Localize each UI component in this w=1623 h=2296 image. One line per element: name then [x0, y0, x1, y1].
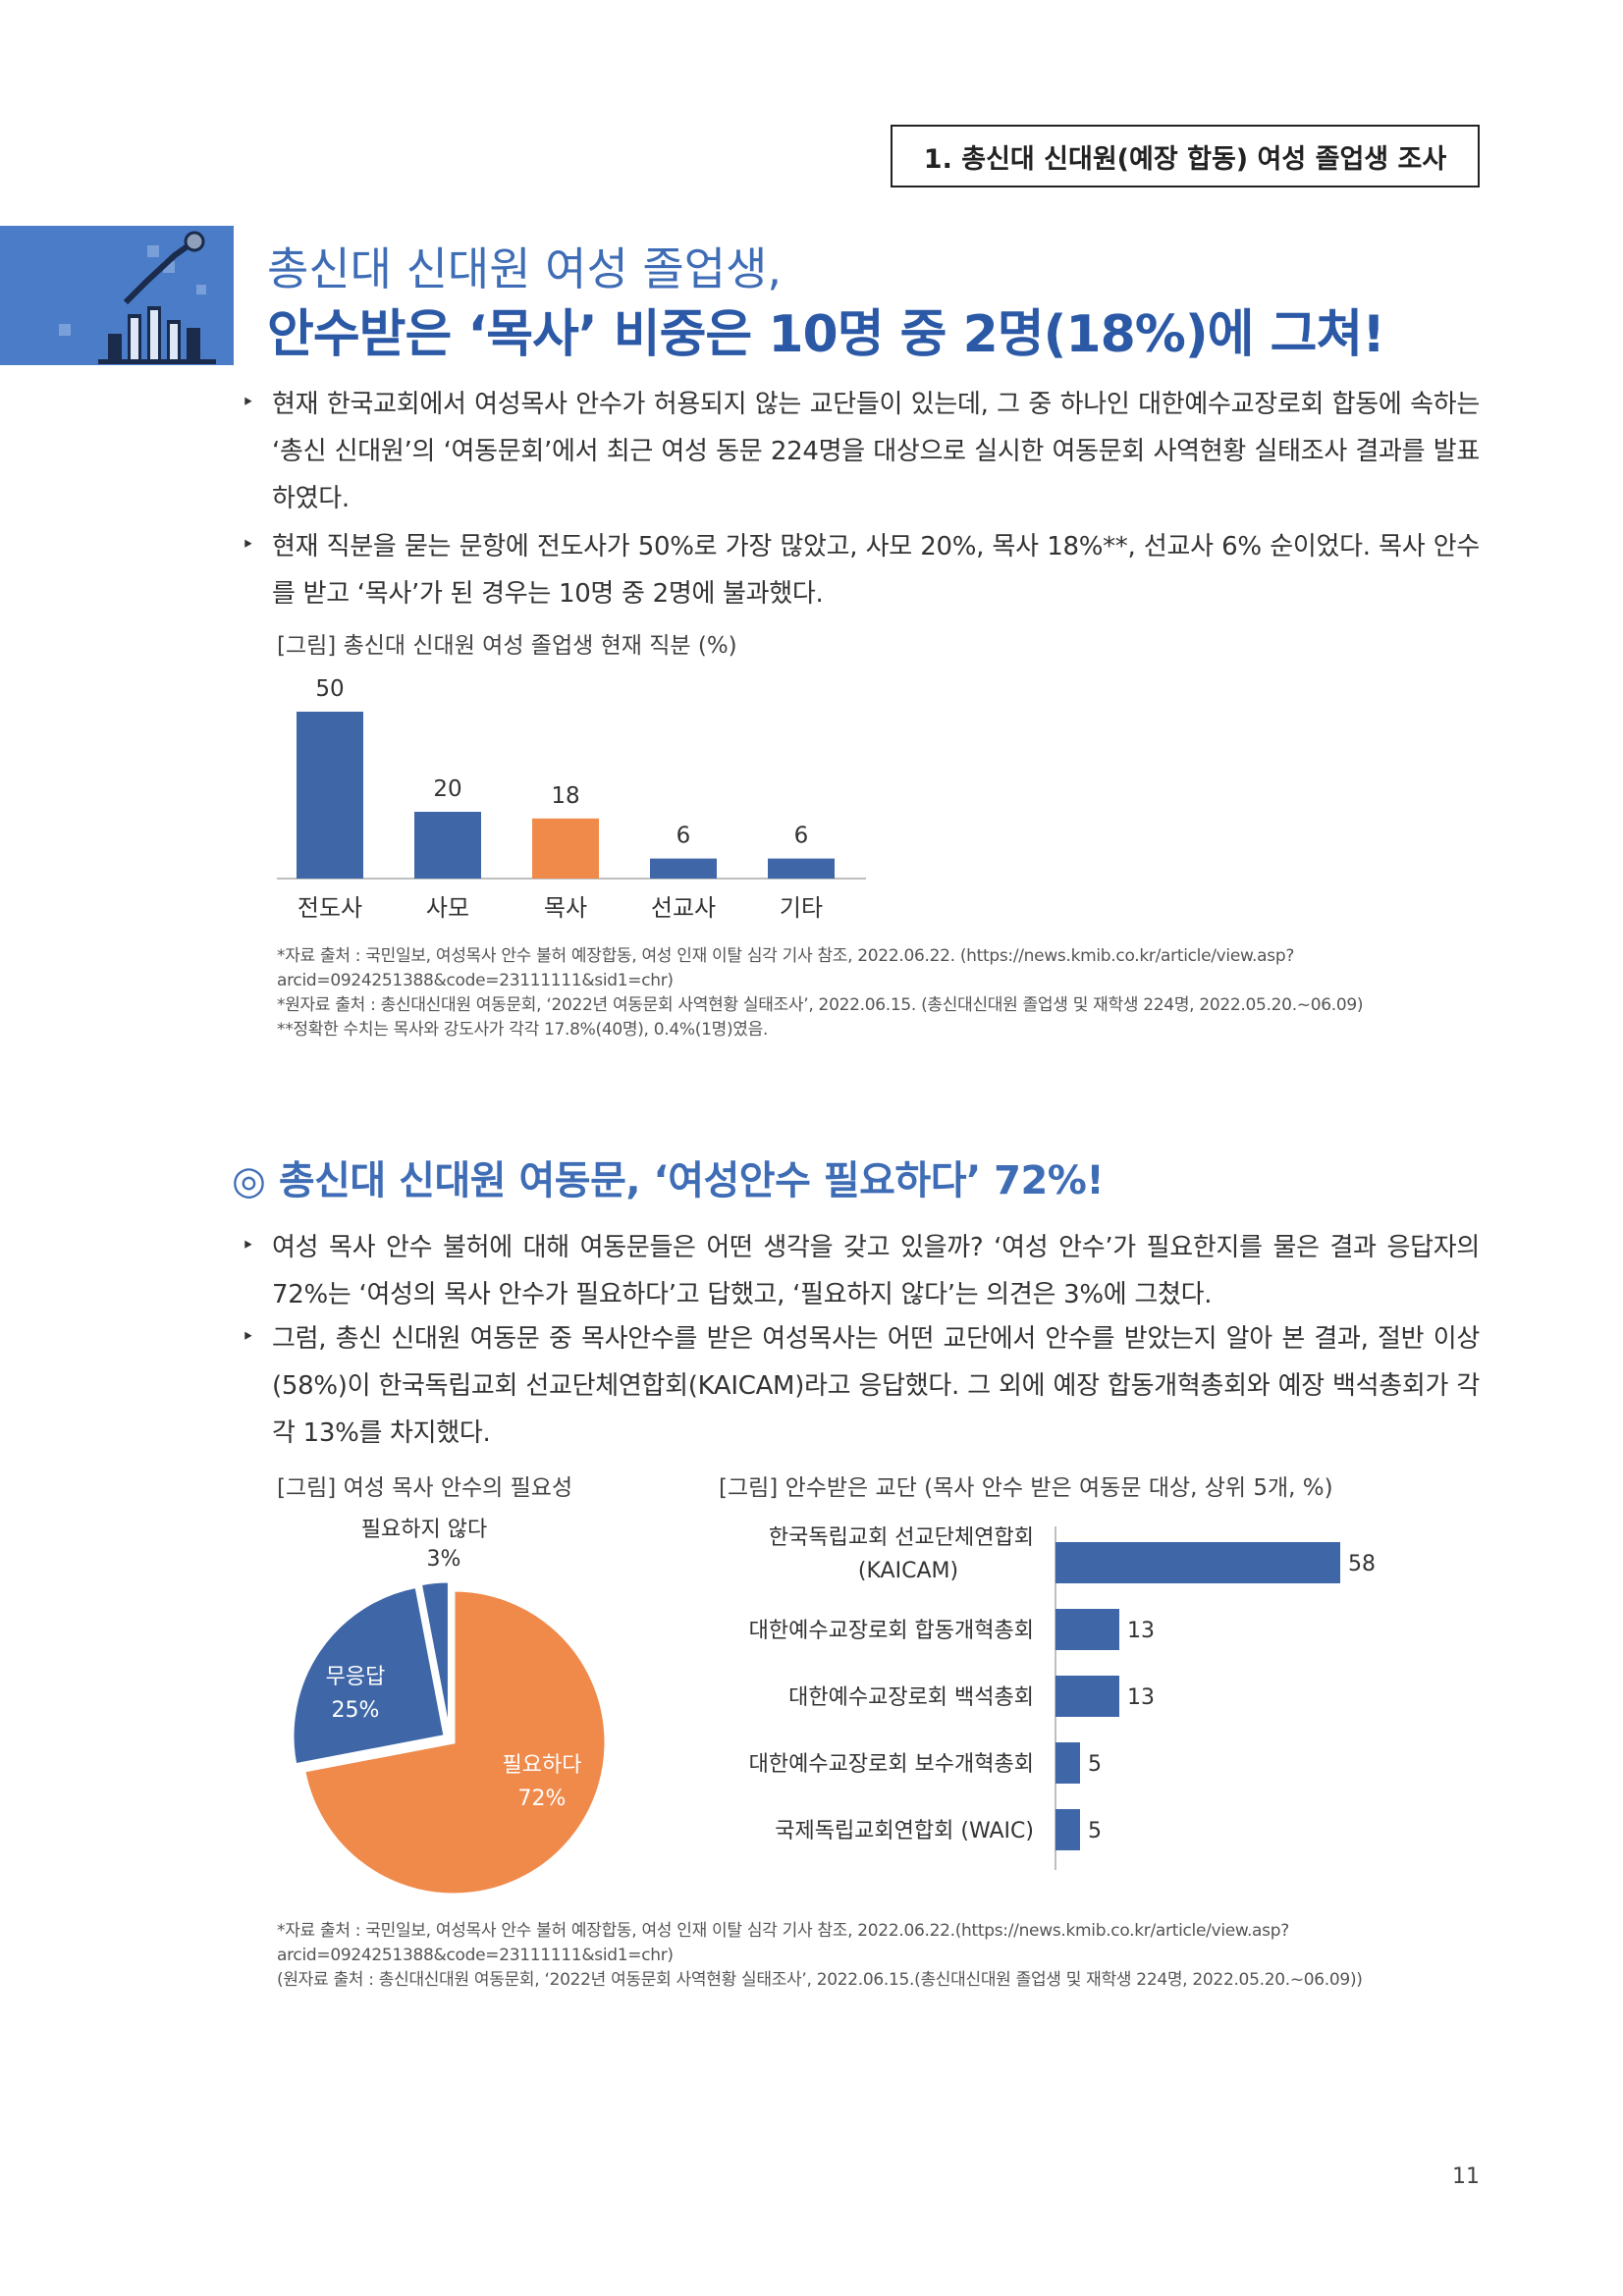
pie-slice [301, 1588, 608, 1896]
bar-value-label: 13 [1127, 1619, 1155, 1643]
bar-value-label: 6 [794, 824, 809, 849]
bar [1055, 1542, 1340, 1583]
ordination-need-pie-chart: 필요하다 72% 무응답 25% 필요하지 않다 3% [291, 1518, 608, 1896]
bullet-glyph: ‣ [242, 1325, 254, 1350]
category-label: 기타 [780, 894, 823, 922]
category-label: 국제독립교회연합회 (WAIC) [775, 1819, 1034, 1843]
bar-value-label: 50 [315, 676, 344, 702]
bar-value-label: 18 [551, 783, 579, 809]
bar [1055, 1742, 1080, 1784]
pie-slice [291, 1584, 447, 1767]
hero-title-line1: 총신대 신대원 여성 졸업생, [267, 242, 783, 295]
source-note: arcid=0924251388&code=23111111&sid1=chr) [277, 971, 674, 990]
pie-slice-value: 3% [427, 1547, 461, 1572]
source-note: *자료 출처 : 국민일보, 여성목사 안수 불허 예장합동, 여성 인재 이탈… [277, 1921, 1289, 1941]
section-header-box: 1. 총신대 신대원(예장 합동) 여성 졸업생 조사 [891, 125, 1480, 187]
category-label: 전도사 [298, 894, 362, 922]
paragraph-4: 그럼, 총신 신대원 여동문 중 목사안수를 받은 여성목사는 어떤 교단에서 … [272, 1324, 1480, 1448]
section-title: ◎ 총신대 신대원 여동문, ‘여성안수 필요하다’ 72%! [232, 1158, 1105, 1203]
bar [768, 858, 835, 879]
pie-slice-label: 무응답 [326, 1665, 386, 1689]
bullet-glyph: ‣ [242, 1234, 254, 1258]
position-bar-chart: 50 전도사 20 사모 18 목사 6 선교사 6 기타 [277, 676, 866, 922]
bar [1055, 1609, 1119, 1650]
source-note: (원자료 출처 : 총신대신대원 여동문회, ‘2022년 여동문회 사역현황 … [277, 1970, 1363, 1990]
denomination-bar-chart: 58 한국독립교회 선교단체연합회 (KAICAM) 13 대한예수교장로회 합동개혁총… [749, 1526, 1376, 1870]
source-notes-1: *자료 출처 : 국민일보, 여성목사 안수 불허 예장합동, 여성 인재 이탈… [277, 944, 1485, 1042]
hero-title-line2: 안수받은 ‘목사’ 비중은 10명 중 2명(18%)에 그쳐! [267, 305, 1385, 364]
bar-value-label: 5 [1088, 1752, 1102, 1777]
bar [1055, 1676, 1119, 1717]
source-note: **정확한 수치는 목사와 강도사가 각각 17.8%(40명), 0.4%(1… [277, 1020, 769, 1040]
bar-value-label: 13 [1127, 1685, 1155, 1710]
pie-slice-value: 25% [332, 1698, 380, 1723]
bar-value-label: 20 [433, 776, 461, 802]
bullet-glyph: ‣ [242, 533, 254, 558]
category-label: (KAICAM) [858, 1559, 958, 1583]
category-label: 선교사 [651, 894, 716, 922]
source-notes-2: *자료 출처 : 국민일보, 여성목사 안수 불허 예장합동, 여성 인재 이탈… [277, 1919, 1485, 1993]
pie-slice-value: 72% [518, 1787, 567, 1811]
paragraph-3: 여성 목사 안수 불허에 대해 여동문들은 어떤 생각을 갖고 있을까? ‘여성… [272, 1233, 1480, 1309]
source-note: *자료 출처 : 국민일보, 여성목사 안수 불허 예장합동, 여성 인재 이탈… [277, 946, 1295, 966]
category-label: 대한예수교장로회 백석총회 [788, 1685, 1034, 1710]
figure-caption-pie: [그림] 여성 목사 안수의 필요성 [277, 1475, 573, 1501]
bar [297, 712, 363, 879]
bullet-glyph: ‣ [242, 391, 254, 415]
category-label: 대한예수교장로회 보수개혁총회 [749, 1752, 1034, 1777]
figure-caption-denomination: [그림] 안수받은 교단 (목사 안수 받은 여동문 대상, 상위 5개, %) [719, 1475, 1333, 1501]
bar [532, 818, 599, 879]
category-label: 대한예수교장로회 합동개혁총회 [749, 1619, 1034, 1643]
bar-value-label: 6 [676, 824, 691, 849]
bar-value-label: 5 [1088, 1819, 1102, 1843]
bar-chart-illustration-icon [0, 226, 234, 365]
page-number: 11 [1452, 2164, 1480, 2189]
source-note: arcid=0924251388&code=23111111&sid1=chr) [277, 1946, 674, 1965]
paragraph-1: 현재 한국교회에서 여성목사 안수가 허용되지 않는 교단들이 있는데, 그 중… [272, 390, 1480, 513]
pie-slice-label: 필요하다 [503, 1753, 582, 1778]
bar [650, 858, 717, 879]
category-label: 목사 [544, 894, 587, 922]
figure-caption-position: [그림] 총신대 신대원 여성 졸업생 현재 직분 (%) [277, 633, 737, 659]
bar [414, 812, 481, 879]
bar [1055, 1809, 1080, 1850]
paragraph-2: 현재 직분을 묻는 문항에 전도사가 50%로 가장 많았고, 사모 20%, … [272, 532, 1480, 609]
pie-slice [418, 1579, 451, 1735]
category-label: 사모 [426, 894, 469, 922]
source-note: *원자료 출처 : 총신대신대원 여동문회, ‘2022년 여동문회 사역현황 … [277, 995, 1364, 1015]
bar-value-label: 58 [1348, 1552, 1376, 1576]
section-header-label: 1. 총신대 신대원(예장 합동) 여성 졸업생 조사 [923, 143, 1447, 175]
pie-slice-label: 필요하지 않다 [361, 1518, 487, 1542]
category-label: 한국독립교회 선교단체연합회 [769, 1526, 1034, 1550]
